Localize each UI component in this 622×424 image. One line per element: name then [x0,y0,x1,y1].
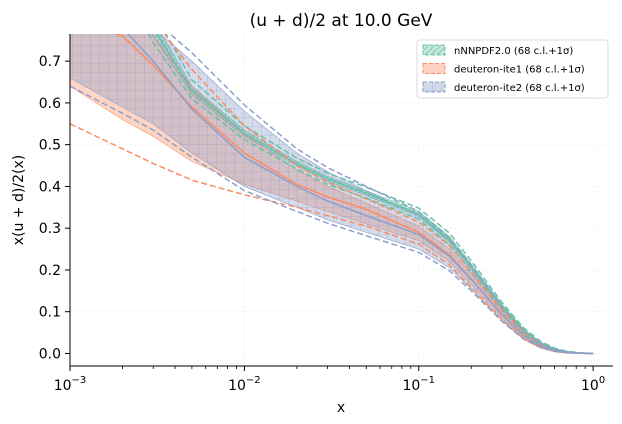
y-tick-label: 0.0 [39,346,61,362]
legend: nNNPDF2.0 (68 c.l.+1σ) deuteron-ite1 (68 … [416,39,609,99]
x-tick-label: 10−1 [402,375,435,394]
x-axis-label: x [337,400,345,416]
series-lines [70,34,594,355]
nnnpdf2-0-68-c-l-1-upper-dashed-line [165,34,594,355]
y-tick-label: 0.6 [39,96,61,112]
deuteron-ite2-68-c-l-1-legend-label: deuteron-ite2 (68 c.l.+1σ) [454,83,585,94]
y-tick-label: 0.2 [39,263,61,279]
y-tick-label: 0.4 [39,179,61,195]
y-tick-label: 0.7 [39,54,61,70]
nnnpdf2-0-68-c-l-1-legend-hatch [423,45,445,55]
deuteron-ite1-68-c-l-1-legend-label: deuteron-ite1 (68 c.l.+1σ) [454,65,585,76]
deuteron-ite2-68-c-l-1-lower-dashed-line [70,85,594,355]
plot-area [69,34,613,366]
deuteron-ite2-68-c-l-1-upper-dashed-line [168,34,594,355]
x-tick-label: 100 [581,375,605,394]
deuteron-ite1-68-c-l-1-lower-dashed-line [70,123,594,355]
y-axis-label: x(u + d)/2(x) [11,155,27,245]
nnnpdf2-0-68-c-l-1-legend-label: nNNPDF2.0 (68 c.l.+1σ) [454,46,573,57]
y-ticks: 0.0 0.1 0.2 0.3 0.4 0.5 0.6 0.7 [39,54,70,362]
y-tick-label: 0.5 [39,138,61,154]
legend-frame [416,39,609,99]
deuteron-ite2-68-c-l-1-legend-hatch [423,82,445,92]
deuteron-ite1-68-c-l-1-legend-swatch [422,63,446,74]
x-ticks: 10−3 10−2 10−1 100 [54,366,605,394]
y-tick-label: 0.3 [39,221,61,237]
y-tick-label: 0.1 [39,305,61,321]
x-tick-label: 10−2 [228,375,261,394]
x-tick-label: 10−3 [54,375,87,394]
chart-title: (u + d)/2 at 10.0 GeV [250,11,433,31]
